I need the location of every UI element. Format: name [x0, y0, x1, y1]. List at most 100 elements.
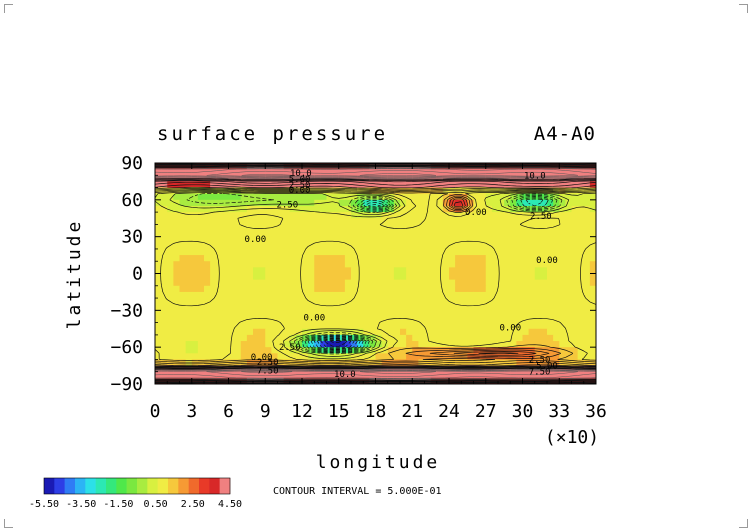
field-cell: [412, 285, 419, 293]
contour-line: [301, 196, 554, 353]
field-cell: [442, 230, 450, 238]
field-cell: [161, 218, 168, 225]
field-cell: [540, 267, 548, 274]
field-cell: [295, 255, 303, 262]
field-cell: [479, 193, 487, 201]
field-cell: [406, 255, 413, 262]
field-cell: [510, 199, 517, 207]
field-cell: [204, 218, 211, 225]
colorbar-tick-label: 2.50: [181, 499, 205, 510]
field-cell: [240, 316, 248, 324]
field-cell: [246, 187, 254, 195]
field-cell: [344, 304, 352, 311]
field-cell: [338, 224, 346, 231]
field-cell: [418, 218, 425, 225]
field-cell: [461, 371, 468, 379]
field-cell: [216, 304, 223, 311]
field-cell: [369, 316, 376, 324]
field-cell: [424, 310, 432, 317]
field-cell: [553, 169, 560, 176]
field-cell: [271, 341, 278, 348]
field-cell: [504, 169, 511, 176]
field-cell: [418, 316, 425, 324]
field-cell: [442, 310, 450, 317]
field-cell: [259, 236, 266, 244]
field-cell: [277, 181, 285, 188]
field-cell: [161, 371, 168, 379]
field-cell: [228, 205, 236, 213]
field-cell: [455, 371, 462, 379]
field-cell: [320, 291, 327, 299]
field-cell: [406, 212, 413, 219]
field-cell: [479, 230, 487, 238]
field-cell: [320, 218, 327, 225]
field-cell: [387, 242, 395, 250]
field-cell: [302, 187, 309, 195]
field-cell: [547, 322, 554, 330]
field-cell: [234, 212, 242, 219]
field-cell: [240, 242, 248, 250]
field-cell: [246, 248, 254, 256]
field-cell: [295, 273, 303, 281]
field-cell: [289, 248, 297, 256]
field-cell: [412, 279, 419, 287]
field-cell: [498, 347, 505, 354]
field-cell: [504, 279, 511, 287]
field-cell: [332, 261, 340, 268]
field-cell: [467, 261, 474, 268]
field-cell: [387, 322, 395, 330]
field-cell: [302, 236, 309, 244]
field-cell: [320, 310, 327, 317]
field-cell: [455, 193, 462, 201]
field-cell: [467, 273, 474, 281]
field-cell: [547, 273, 554, 281]
field-cell: [191, 218, 199, 225]
field-cell: [498, 341, 505, 348]
field-cell: [271, 248, 278, 256]
field-cell: [418, 181, 425, 188]
field-cell: [161, 279, 168, 287]
field-cell: [369, 341, 376, 348]
field-cell: [455, 328, 462, 336]
field-cell: [363, 230, 370, 238]
field-cell: [473, 334, 481, 342]
field-cell: [418, 341, 425, 348]
x-tick-label: 12: [291, 401, 313, 422]
field-cell: [265, 261, 272, 268]
field-cell: [559, 298, 566, 305]
field-cell: [504, 199, 511, 207]
field-cell: [418, 267, 425, 274]
contour-line: [320, 339, 352, 349]
field-cell: [253, 236, 260, 244]
field-cell: [504, 310, 511, 317]
field-cell: [216, 248, 223, 256]
field-cell: [400, 341, 407, 348]
field-cell: [351, 267, 358, 274]
field-cell: [424, 359, 432, 366]
field-cell: [424, 347, 432, 354]
field-cell: [393, 304, 401, 311]
field-cell: [191, 205, 199, 213]
field-cell: [479, 212, 487, 219]
field-cell: [393, 175, 401, 182]
field-cell: [289, 273, 297, 281]
field-cell: [351, 212, 358, 219]
field-cell: [510, 359, 517, 366]
field-cell: [283, 285, 291, 293]
field-cell: [155, 334, 162, 342]
field-cell: [540, 328, 548, 336]
field-cell: [185, 334, 193, 342]
field-cell: [565, 267, 572, 274]
field-cell: [436, 322, 444, 330]
field-cell: [265, 310, 272, 317]
field-cell: [259, 267, 266, 274]
field-cell: [357, 328, 364, 336]
field-cell: [228, 304, 236, 311]
field-cell: [234, 224, 242, 231]
field-cell: [412, 255, 419, 262]
field-cell: [295, 242, 303, 250]
field-cell: [553, 212, 560, 219]
field-cell: [418, 193, 425, 201]
field-cell: [430, 322, 438, 330]
field-cell: [387, 236, 395, 244]
